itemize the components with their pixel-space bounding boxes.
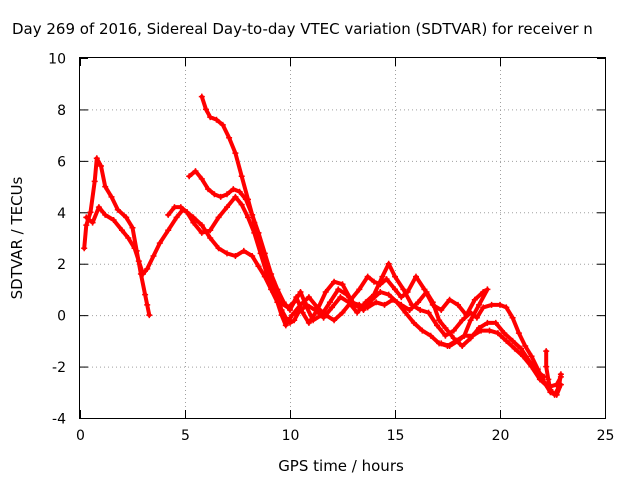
series-track-6 — [543, 348, 564, 398]
y-tick-label: 8 — [57, 103, 66, 119]
y-axis-label: SDTVAR / TECUs — [8, 176, 26, 299]
x-tick-label: 20 — [492, 428, 510, 444]
series-track-3 — [199, 94, 564, 398]
y-tick-label: 6 — [57, 154, 66, 170]
x-tick-label: 5 — [181, 428, 190, 444]
y-tick-label: 2 — [57, 257, 66, 273]
grid-layer — [80, 58, 605, 418]
series-layer — [81, 94, 564, 398]
x-tick-label: 0 — [76, 428, 85, 444]
y-tick-label: 0 — [57, 309, 66, 325]
data-point — [543, 348, 549, 354]
x-tick-label: 25 — [597, 428, 615, 444]
sdtvar-chart: 0 5 10 15 20 25 -4 -2 0 2 4 6 8 10 Day 269 of 2016, S… — [0, 0, 640, 480]
series-track-4 — [186, 168, 490, 349]
y-tick-label: 4 — [57, 206, 66, 222]
x-tick-label: 15 — [387, 428, 405, 444]
series-track-1 — [81, 155, 152, 318]
y-tick-label: -2 — [52, 360, 66, 376]
chart-title: Day 269 of 2016, Sidereal Day-to-day VTE… — [12, 20, 593, 38]
series-trace — [202, 97, 561, 395]
x-tick-label: 10 — [282, 428, 300, 444]
y-tick-label: -4 — [52, 412, 66, 428]
x-axis-label: GPS time / hours — [278, 457, 404, 475]
plot-frame — [80, 58, 606, 419]
y-tick-label: 10 — [48, 52, 66, 68]
tick-layer — [80, 58, 606, 419]
